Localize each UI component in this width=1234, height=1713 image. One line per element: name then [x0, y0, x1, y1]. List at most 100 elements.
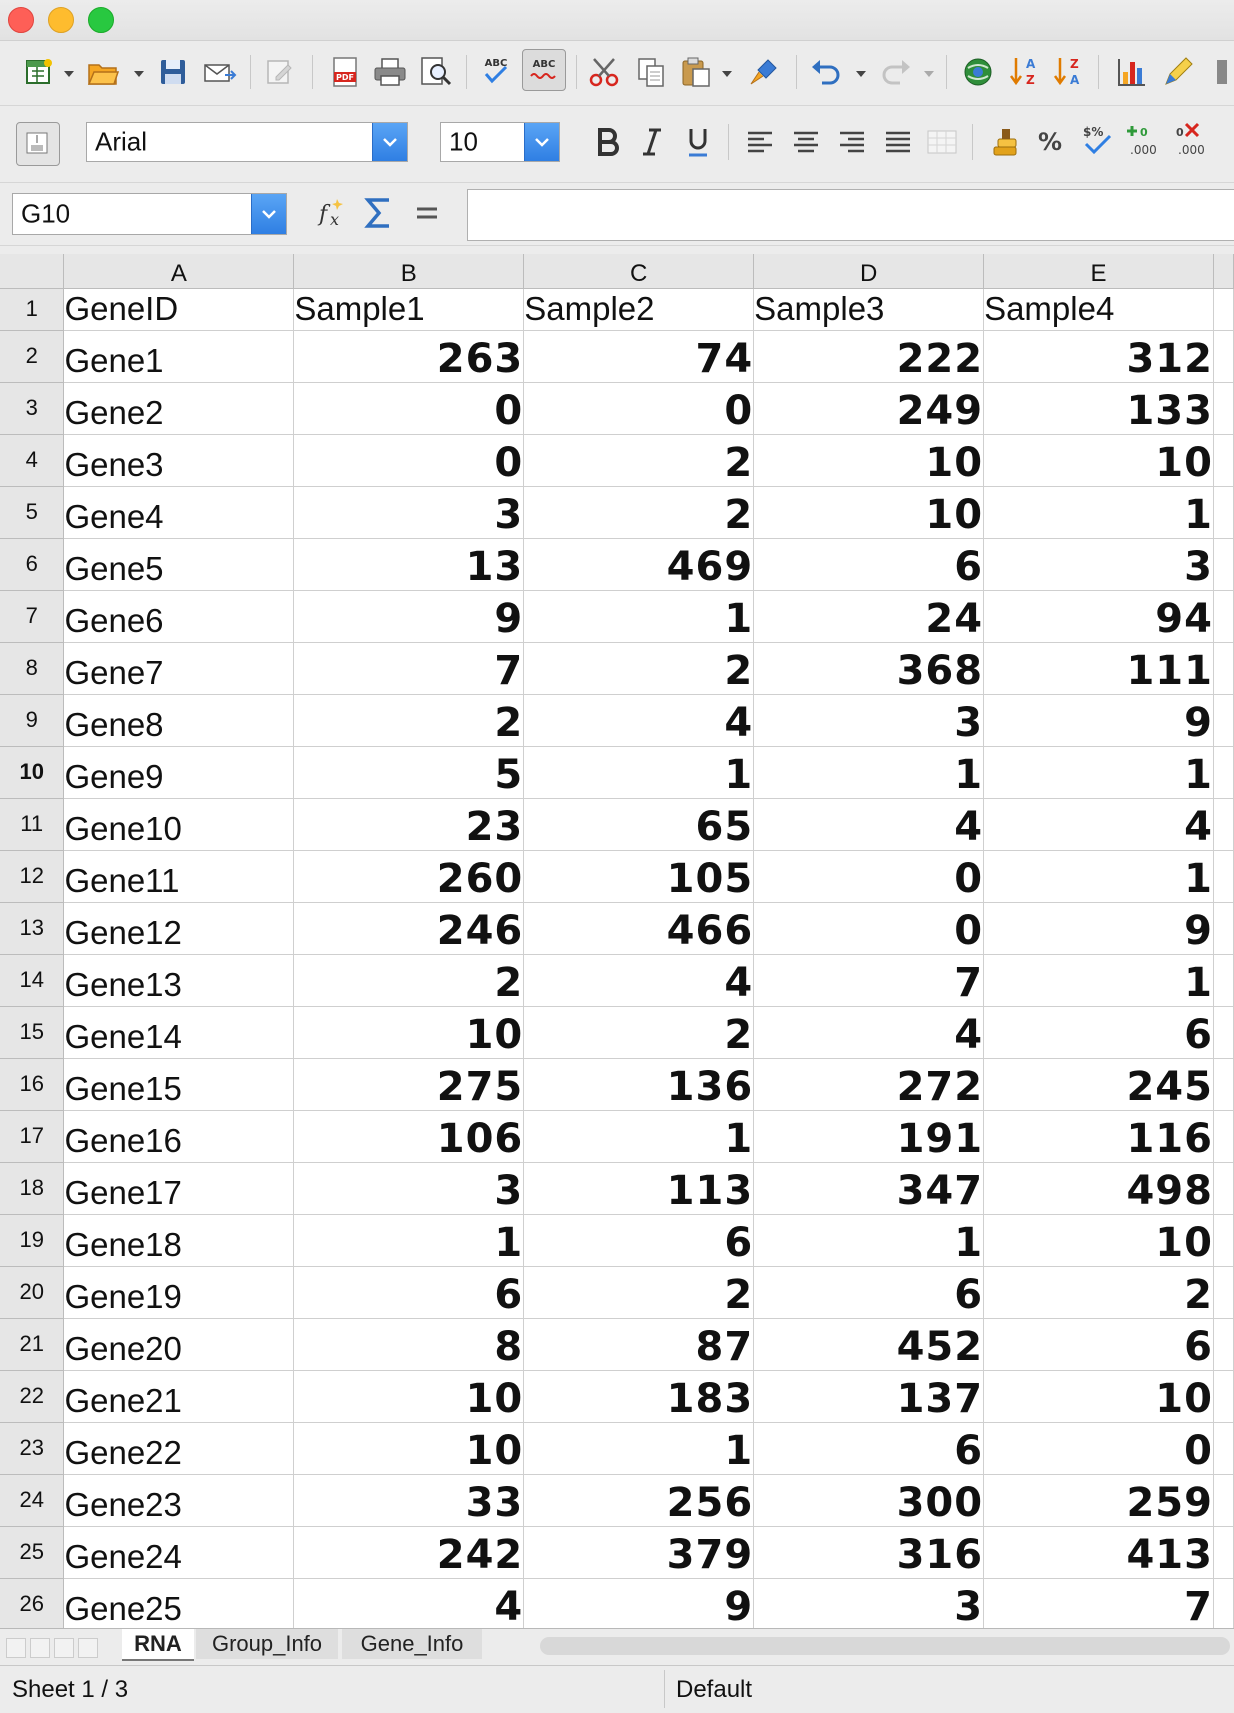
cell-f21[interactable] — [1213, 1318, 1234, 1371]
cell-b14[interactable]: 2 — [293, 954, 525, 1007]
cell-a21[interactable]: Gene20 — [63, 1318, 295, 1371]
draw-icon[interactable] — [1160, 55, 1196, 89]
redo-icon[interactable] — [878, 55, 914, 89]
sum-icon[interactable] — [360, 193, 398, 233]
cell-f6[interactable] — [1213, 538, 1234, 591]
cell-a20[interactable]: Gene19 — [63, 1266, 295, 1319]
font-size-dropdown-button[interactable] — [524, 123, 559, 161]
cell-a22[interactable]: Gene21 — [63, 1370, 295, 1423]
cell-d22[interactable]: 137 — [753, 1370, 985, 1423]
row-header[interactable]: 19 — [0, 1214, 65, 1267]
first-sheet-button[interactable] — [6, 1638, 26, 1658]
cell-e15[interactable]: 6 — [983, 1006, 1214, 1059]
sheet-tab-group-info[interactable]: Group_Info — [196, 1629, 338, 1659]
cell-f3[interactable] — [1213, 382, 1234, 435]
cell-b8[interactable]: 7 — [293, 642, 525, 695]
edit-doc-icon[interactable] — [262, 55, 296, 89]
cell-a15[interactable]: Gene14 — [63, 1006, 295, 1059]
cell-d6[interactable]: 6 — [753, 538, 985, 591]
cell-a12[interactable]: Gene11 — [63, 850, 295, 903]
cell-b3[interactable]: 0 — [293, 382, 525, 435]
column-header-c[interactable]: C — [523, 254, 755, 289]
cell-d24[interactable]: 300 — [753, 1474, 985, 1527]
cell-b23[interactable]: 10 — [293, 1422, 525, 1475]
column-header-d[interactable]: D — [753, 254, 985, 289]
cell-c13[interactable]: 466 — [523, 902, 755, 955]
cell-d7[interactable]: 24 — [753, 590, 985, 643]
cell-a19[interactable]: Gene18 — [63, 1214, 295, 1267]
font-name-combo[interactable]: Arial — [86, 122, 408, 162]
select-all-corner[interactable] — [0, 254, 65, 289]
cell-e4[interactable]: 10 — [983, 434, 1214, 487]
cell-c6[interactable]: 469 — [523, 538, 755, 591]
row-header[interactable]: 4 — [0, 434, 65, 487]
cell-d10[interactable]: 1 — [753, 746, 985, 799]
cell-e8[interactable]: 111 — [983, 642, 1214, 695]
row-header[interactable]: 23 — [0, 1422, 65, 1475]
cell-f8[interactable] — [1213, 642, 1234, 695]
cell-c9[interactable]: 4 — [523, 694, 755, 747]
cell-d18[interactable]: 347 — [753, 1162, 985, 1215]
cell-f22[interactable] — [1213, 1370, 1234, 1423]
cell-e21[interactable]: 6 — [983, 1318, 1214, 1371]
row-header[interactable]: 20 — [0, 1266, 65, 1319]
cell-d3[interactable]: 249 — [753, 382, 985, 435]
cell-b1[interactable]: Sample1 — [293, 288, 525, 331]
print-icon[interactable] — [372, 55, 408, 89]
cell-c14[interactable]: 4 — [523, 954, 755, 1007]
cell-a25[interactable]: Gene24 — [63, 1526, 295, 1579]
cell-a1[interactable]: GeneID — [63, 288, 295, 331]
cell-f15[interactable] — [1213, 1006, 1234, 1059]
row-header[interactable]: 5 — [0, 486, 65, 539]
minimize-window-button[interactable] — [48, 7, 74, 33]
cell-e18[interactable]: 498 — [983, 1162, 1214, 1215]
cell-b24[interactable]: 33 — [293, 1474, 525, 1527]
cell-e2[interactable]: 312 — [983, 330, 1214, 383]
open-icon[interactable] — [86, 55, 120, 89]
last-sheet-button[interactable] — [78, 1638, 98, 1658]
cell-e25[interactable]: 413 — [983, 1526, 1214, 1579]
navigator-icon[interactable] — [960, 55, 996, 89]
column-header-b[interactable]: B — [293, 254, 525, 289]
cell-e13[interactable]: 9 — [983, 902, 1214, 955]
cell-c26[interactable]: 9 — [523, 1578, 755, 1628]
cell-f12[interactable] — [1213, 850, 1234, 903]
row-header[interactable]: 8 — [0, 642, 65, 695]
row-header[interactable]: 25 — [0, 1526, 65, 1579]
cell-c15[interactable]: 2 — [523, 1006, 755, 1059]
close-window-button[interactable] — [8, 7, 34, 33]
cell-f1[interactable] — [1213, 288, 1234, 331]
row-header[interactable]: 17 — [0, 1110, 65, 1163]
clone-format-icon[interactable] — [746, 55, 782, 89]
row-header[interactable]: 6 — [0, 538, 65, 591]
cell-e11[interactable]: 4 — [983, 798, 1214, 851]
formula-equals-icon[interactable] — [408, 193, 446, 233]
cell-d13[interactable]: 0 — [753, 902, 985, 955]
row-header[interactable]: 13 — [0, 902, 65, 955]
cell-b18[interactable]: 3 — [293, 1162, 525, 1215]
name-box[interactable]: G10 — [12, 193, 287, 235]
cell-c10[interactable]: 1 — [523, 746, 755, 799]
cell-a13[interactable]: Gene12 — [63, 902, 295, 955]
cell-e9[interactable]: 9 — [983, 694, 1214, 747]
cell-a24[interactable]: Gene23 — [63, 1474, 295, 1527]
cell-f11[interactable] — [1213, 798, 1234, 851]
cell-c16[interactable]: 136 — [523, 1058, 755, 1111]
cell-d15[interactable]: 4 — [753, 1006, 985, 1059]
cell-b16[interactable]: 275 — [293, 1058, 525, 1111]
cell-c24[interactable]: 256 — [523, 1474, 755, 1527]
row-header[interactable]: 10 — [0, 746, 65, 799]
cut-icon[interactable] — [586, 55, 622, 89]
name-box-dropdown-button[interactable] — [251, 194, 286, 234]
cell-e12[interactable]: 1 — [983, 850, 1214, 903]
cell-c17[interactable]: 1 — [523, 1110, 755, 1163]
cell-a26[interactable]: Gene25 — [63, 1578, 295, 1628]
cell-a16[interactable]: Gene15 — [63, 1058, 295, 1111]
cell-b13[interactable]: 246 — [293, 902, 525, 955]
open-dropdown-arrow[interactable] — [134, 71, 144, 77]
cell-f20[interactable] — [1213, 1266, 1234, 1319]
cell-c5[interactable]: 2 — [523, 486, 755, 539]
cell-f7[interactable] — [1213, 590, 1234, 643]
redo-dropdown-arrow[interactable] — [924, 71, 934, 77]
cell-c21[interactable]: 87 — [523, 1318, 755, 1371]
